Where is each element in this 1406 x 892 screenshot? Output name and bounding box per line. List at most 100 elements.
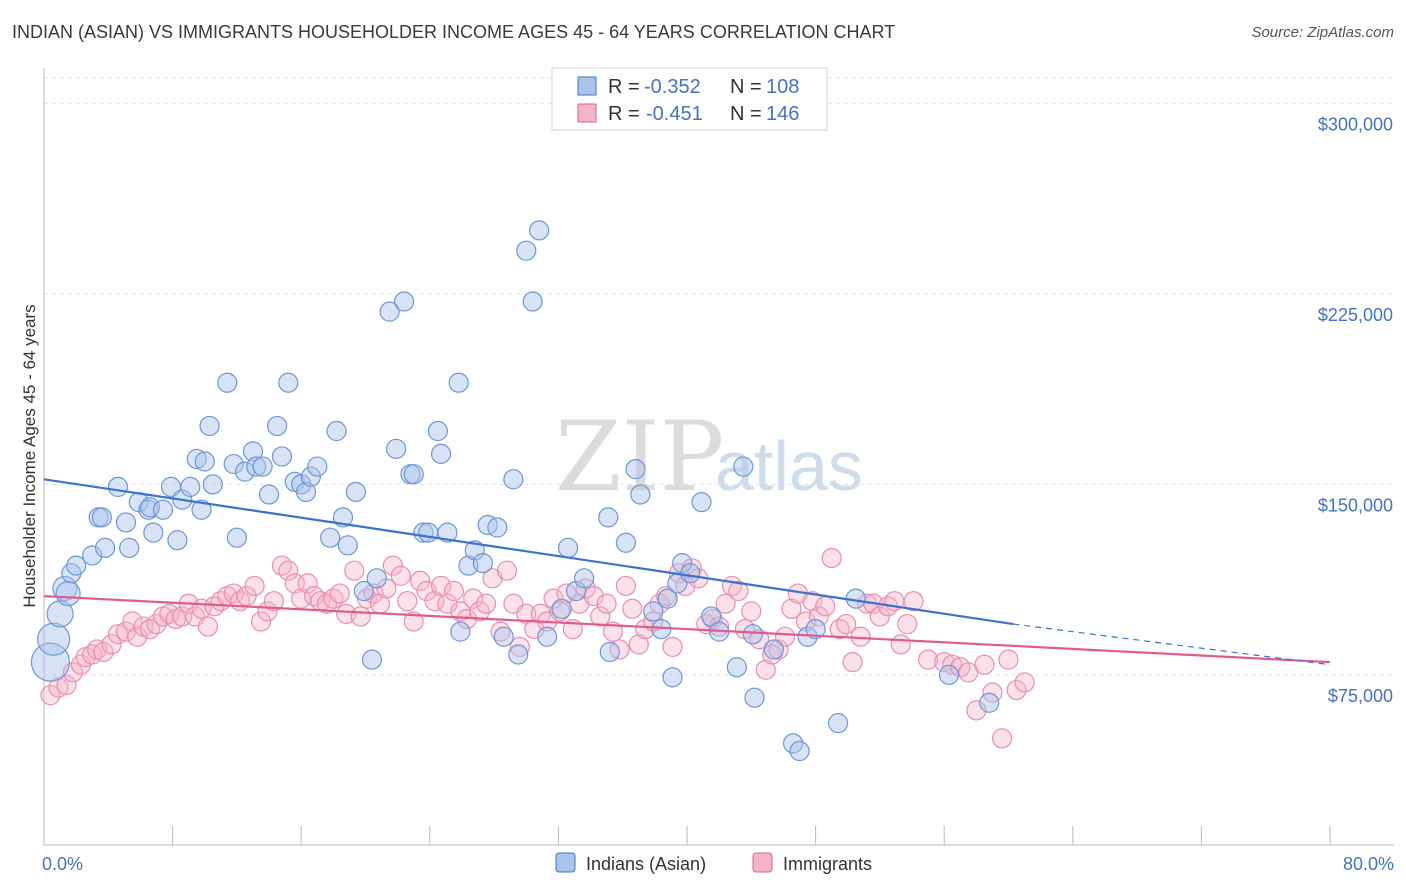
- immigrants-point: [991, 728, 1013, 749]
- indians-asian-point: [450, 621, 471, 642]
- immigrants-point: [329, 583, 350, 604]
- indians-asian-point: [30, 642, 71, 682]
- indians-asian-point: [503, 469, 524, 490]
- immigrants-point: [382, 555, 403, 576]
- immigrants-point: [615, 575, 637, 597]
- indians-asian-point: [493, 626, 514, 647]
- indians-asian-point: [464, 540, 485, 561]
- indians-asian-point: [763, 639, 784, 660]
- indians-asian-point: [217, 372, 238, 393]
- x-tick-label-max: 80.0%: [1343, 854, 1394, 874]
- x-tick-label-min: 0.0%: [42, 854, 83, 874]
- immigrants-point: [463, 588, 484, 609]
- immigrants-point: [403, 611, 424, 632]
- immigrants-point: [397, 591, 418, 612]
- indians-asian-point: [385, 438, 407, 459]
- immigrants-point: [390, 565, 411, 586]
- indians-asian-point: [487, 517, 508, 538]
- indians-asian-point: [252, 456, 273, 477]
- immigrants-point: [728, 580, 749, 602]
- immigrants-point: [934, 652, 955, 673]
- indians-asian-point: [551, 598, 572, 619]
- immigrants-point: [475, 593, 497, 614]
- immigrants-point: [741, 601, 762, 622]
- indians-asian-point: [516, 240, 537, 261]
- bottom-legend-swatch-immigrants: [752, 852, 773, 873]
- immigrants-point: [890, 634, 911, 655]
- watermark: ZIP atlas: [555, 401, 863, 513]
- immigrants-point: [998, 649, 1019, 670]
- immigrants-point: [836, 613, 857, 635]
- indians-asian-point: [680, 563, 701, 584]
- bottom-legend-label-indians: Indians (Asian): [586, 854, 706, 874]
- legend-swatch-immigrants: [577, 103, 597, 123]
- immigrants-point: [966, 700, 987, 721]
- indians-asian-point: [599, 641, 620, 663]
- immigrants-point: [821, 547, 842, 569]
- immigrants-point: [430, 575, 452, 597]
- immigrants-point: [344, 560, 365, 581]
- indians-asian-point: [46, 600, 74, 628]
- indians-asian-point: [202, 474, 223, 495]
- indians-asian-point: [139, 497, 161, 518]
- indians-asian-points: [30, 220, 1000, 762]
- indians-asian-point: [744, 687, 765, 708]
- indians-asian-point: [508, 644, 529, 665]
- legend-n-label-2: N =: [730, 103, 762, 125]
- indians-asian-point: [345, 481, 366, 503]
- immigrants-point: [297, 573, 318, 594]
- indians-asian-trend-extension: [1013, 623, 1331, 666]
- y-tick-label: $150,000: [1318, 495, 1393, 515]
- indians-asian-point: [266, 415, 288, 437]
- indians-asian-point: [598, 507, 619, 528]
- indians-asian-trend-line: [43, 478, 1014, 626]
- indians-asian-point: [180, 476, 201, 497]
- indians-asian-point: [186, 448, 207, 470]
- immigrants-point: [410, 570, 431, 591]
- indians-asian-point: [258, 484, 280, 505]
- indians-asian-point: [565, 580, 587, 602]
- indians-asian-point: [437, 522, 458, 543]
- indians-asian-point: [143, 522, 164, 543]
- immigrants-points: [40, 547, 1035, 749]
- chart-source: Source: ZipAtlas.com: [1251, 24, 1394, 41]
- immigrants-point: [755, 659, 776, 680]
- immigrants-point: [1014, 672, 1035, 693]
- legend-n-value-2: 146: [766, 103, 799, 125]
- immigrants-point: [101, 634, 122, 655]
- immigrants-point: [918, 649, 939, 670]
- y-tick-label: $75,000: [1328, 686, 1393, 706]
- indians-asian-point: [119, 537, 140, 558]
- indians-asian-point: [393, 291, 415, 312]
- indians-asian-point: [223, 453, 244, 475]
- indians-asian-point: [115, 512, 137, 533]
- immigrants-point: [40, 685, 61, 706]
- indians-asian-point: [320, 527, 341, 548]
- indians-asian-point: [630, 484, 651, 505]
- indians-asian-point: [242, 441, 264, 462]
- indians-asian-point: [226, 527, 247, 548]
- indians-asian-point: [107, 476, 129, 497]
- immigrants-point: [496, 560, 518, 581]
- bottom-legend-swatch-indians: [555, 852, 576, 873]
- indians-asian-point: [94, 537, 116, 558]
- legend: R = -0.352 N = 108 R = -0.451 N = 146: [551, 67, 828, 131]
- immigrants-point: [675, 575, 696, 597]
- y-axis-labels: $75,000 $150,000 $225,000 $300,000: [1318, 114, 1393, 705]
- indians-asian-point: [472, 552, 493, 574]
- immigrants-point: [715, 593, 736, 614]
- x-axis-ticks: [43, 826, 1331, 845]
- indians-asian-point: [537, 626, 558, 647]
- indians-asian-point: [742, 624, 764, 645]
- indians-asian-point: [271, 446, 293, 467]
- legend-r-label-2: R =: [608, 103, 640, 125]
- indians-asian-point: [557, 537, 579, 558]
- indians-asian-point: [643, 601, 664, 622]
- legend-r-value-2: -0.451: [646, 103, 703, 125]
- legend-swatch-indians: [577, 76, 597, 96]
- immigrants-point: [662, 636, 683, 658]
- immigrants-point: [802, 591, 823, 612]
- indians-asian-point: [167, 530, 188, 551]
- immigrants-point: [437, 593, 458, 614]
